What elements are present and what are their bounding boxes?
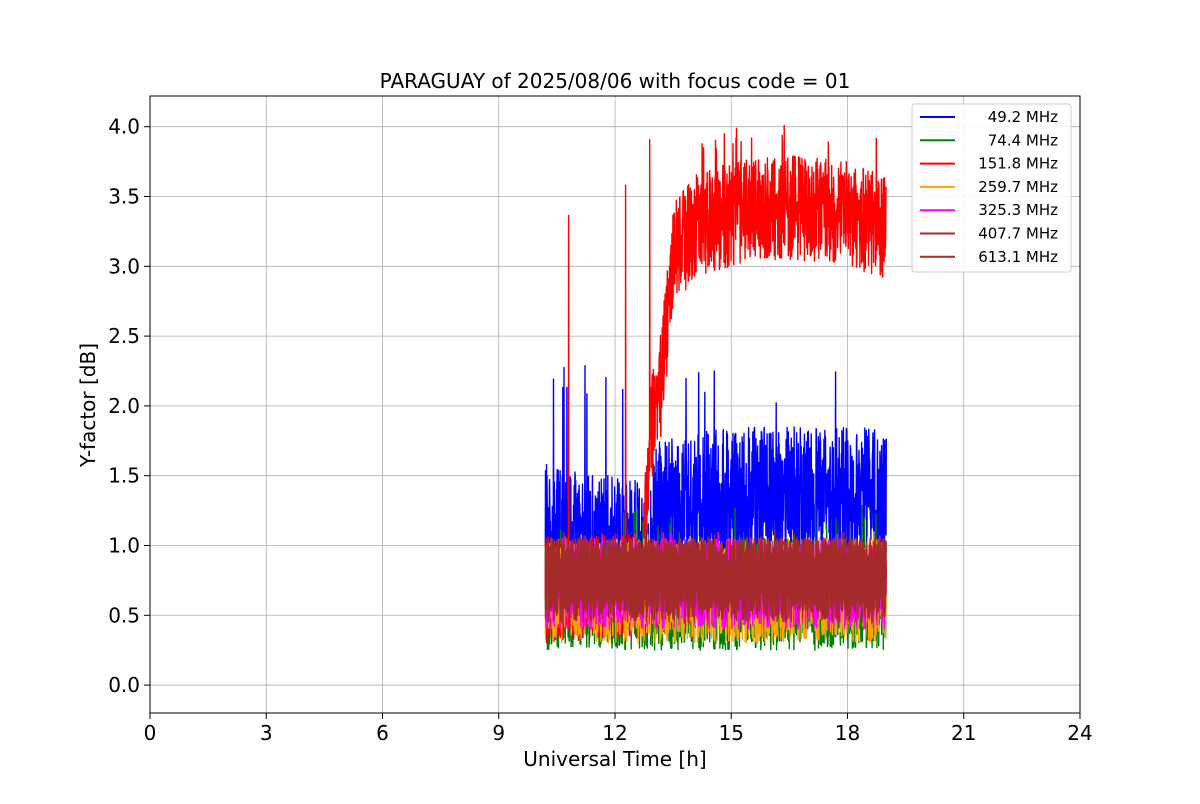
x-tick-label: 3 xyxy=(260,721,273,745)
y-tick-label: 0.5 xyxy=(108,603,140,627)
legend-label: 325.3 MHz xyxy=(978,201,1058,219)
x-tick-label: 12 xyxy=(602,721,627,745)
ticks: 0 3 6 9 12 15 18 21 24 0.0 0.5 1.0 1.5 2.0 2.5 3.0 3.5 4.… xyxy=(108,115,1093,745)
x-tick-label: 24 xyxy=(1067,721,1092,745)
y-axis-label: Y-factor [dB] xyxy=(76,343,100,468)
y-tick-label: 3.5 xyxy=(108,185,140,209)
series-layer xyxy=(544,124,887,651)
y-tick-label: 0.0 xyxy=(108,673,140,697)
x-tick-label: 21 xyxy=(951,721,976,745)
x-tick-label: 0 xyxy=(144,721,157,745)
x-tick-label: 6 xyxy=(376,721,389,745)
x-tick-label: 9 xyxy=(492,721,505,745)
legend-label: 74.4 MHz xyxy=(988,131,1058,149)
series-line xyxy=(544,531,887,612)
x-axis-label: Universal Time [h] xyxy=(523,747,706,771)
legend-box xyxy=(911,103,1072,273)
x-tick-label: 18 xyxy=(835,721,860,745)
y-tick-label: 4.0 xyxy=(108,115,140,139)
legend-label: 407.7 MHz xyxy=(978,225,1058,243)
x-tick-label: 15 xyxy=(719,721,744,745)
legend-label: 151.8 MHz xyxy=(978,155,1058,173)
legend: 49.2 MHz 74.4 MHz 151.8 MHz 259.7 MHz 325.3 … xyxy=(911,103,1072,273)
y-tick-label: 2.5 xyxy=(108,324,140,348)
y-tick-label: 2.0 xyxy=(108,394,140,418)
y-tick-label: 1.5 xyxy=(108,464,140,488)
legend-label: 259.7 MHz xyxy=(978,178,1058,196)
legend-label: 49.2 MHz xyxy=(988,108,1058,126)
y-tick-label: 3.0 xyxy=(108,254,140,278)
chart-title: PARAGUAY of 2025/08/06 with focus code =… xyxy=(380,69,851,93)
legend-label: 613.1 MHz xyxy=(978,248,1058,266)
y-tick-label: 1.0 xyxy=(108,533,140,557)
